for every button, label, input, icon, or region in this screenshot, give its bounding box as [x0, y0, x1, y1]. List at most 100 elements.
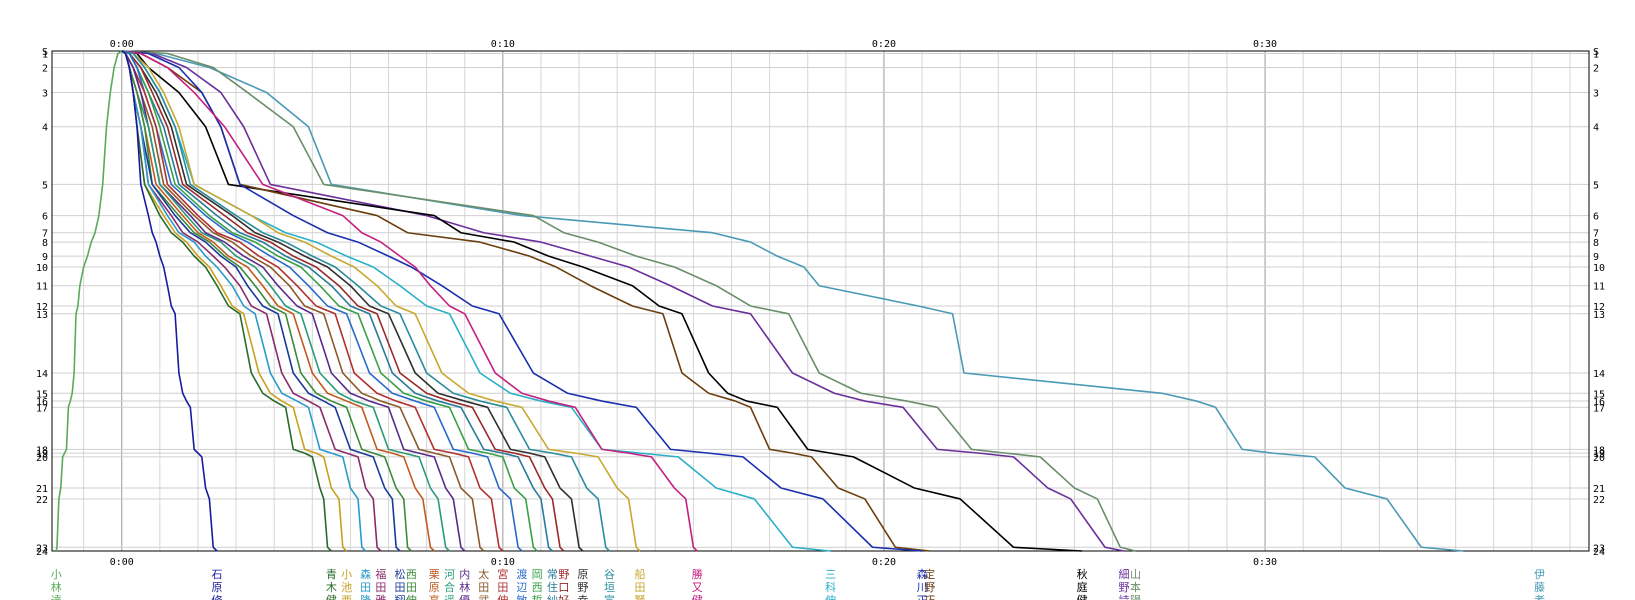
runner-label: 隆	[360, 593, 371, 600]
runner-label: 健	[692, 594, 703, 600]
plot-frame	[51, 50, 1590, 552]
series-line	[121, 50, 584, 552]
runner-label: 口	[558, 581, 569, 594]
runner-label: 優	[459, 594, 470, 600]
x-tick-label-top: 0:10	[491, 39, 515, 50]
runner-label: 木	[326, 581, 337, 594]
series-line	[121, 50, 523, 552]
x-tick-label-bottom: 0:20	[872, 557, 896, 568]
series-line	[121, 50, 538, 552]
runner-label: 松	[394, 567, 405, 581]
checkpoint-label-right: 4	[1593, 123, 1599, 134]
checkpoint-label-right: 24	[1593, 547, 1605, 558]
runner-label: 合	[444, 580, 455, 594]
checkpoint-label-right: 19	[1593, 449, 1605, 460]
runner-label: 野	[577, 581, 588, 594]
runner-label: 青	[326, 568, 337, 581]
runner-label: 紗	[547, 594, 558, 600]
checkpoint-label-right: 11	[1593, 282, 1605, 293]
runner-label: 小	[341, 568, 352, 581]
runner-label: 田	[375, 581, 386, 594]
checkpoint-label-left: 24	[36, 547, 48, 558]
runner-label: 住	[547, 580, 558, 594]
runner-label: 武	[478, 594, 489, 600]
checkpoint-label-left: S	[42, 47, 48, 58]
series-line	[121, 50, 435, 552]
x-tick-label-top: 0:00	[110, 39, 134, 50]
runner-label: 伸	[406, 594, 417, 600]
checkpoint-label-right: S	[1593, 47, 1599, 58]
runner-label: 賢	[635, 594, 646, 600]
runner-label: 細	[1119, 568, 1130, 581]
checkpoint-label-right: 9	[1593, 252, 1599, 263]
checkpoint-label-left: 5	[42, 180, 48, 191]
checkpoint-label-left: 6	[42, 212, 48, 223]
series-line	[121, 50, 1083, 552]
series-line	[121, 50, 218, 552]
runner-label: 伸	[825, 594, 836, 600]
checkpoint-label-left: 17	[36, 403, 48, 414]
x-tick-label-bottom: 0:10	[491, 557, 515, 568]
checkpoint-label-left: 12	[36, 302, 48, 313]
runner-label: 岡	[532, 568, 543, 581]
checkpoint-label-left: 23	[36, 543, 48, 554]
series-line	[121, 50, 504, 552]
checkpoint-label-right: 21	[1593, 484, 1605, 495]
series-line	[121, 50, 382, 552]
runner-label: 原	[429, 581, 440, 594]
runner-label: 太	[478, 568, 489, 581]
x-tick-label-bottom: 0:30	[1253, 557, 1277, 568]
runner-label: 科	[825, 580, 836, 594]
runner-label: 健	[1077, 594, 1088, 600]
runner-label: 野	[1119, 581, 1130, 594]
runner-label: 小	[51, 568, 62, 581]
runner-label: 陽	[1130, 594, 1141, 600]
runner-label: 川	[917, 581, 928, 594]
series-line	[121, 50, 923, 552]
runner-label: 辺	[516, 581, 527, 594]
series-line	[55, 50, 123, 552]
runner-label: 栗	[429, 568, 440, 581]
runner-labels: 伊藤孝細野詩山本陽秋庭健定野巧森川正三科伸勝又健船田賢谷垣宣原野幸野口好常住紗岡…	[51, 567, 1545, 600]
checkpoint-label-left: 21	[36, 484, 48, 495]
runner-label: 三	[825, 568, 836, 581]
runner-label: 敏	[516, 593, 527, 600]
series-line	[121, 50, 1464, 552]
runner-label: 福	[375, 567, 386, 581]
runner-label: 田	[497, 581, 508, 594]
checkpoint-label-left: 2	[42, 64, 48, 75]
runner-label: 伸	[497, 594, 508, 600]
checkpoint-label-left: 7	[42, 229, 48, 240]
checkpoint-label-right: 17	[1593, 403, 1605, 414]
runner-label: 渡	[516, 567, 527, 581]
runner-label: 詩	[1119, 594, 1130, 600]
checkpoint-label-left: 22	[36, 495, 48, 506]
runner-label: 修	[212, 593, 223, 600]
runner-label: 幸	[577, 594, 588, 600]
series-line	[121, 50, 332, 552]
runner-label: 勝	[692, 567, 703, 581]
checkpoint-label-left: 3	[42, 88, 48, 99]
checkpoint-label-left: 11	[36, 282, 48, 293]
checkpoint-label-right: 20	[1593, 453, 1605, 464]
checkpoint-label-right: 23	[1593, 543, 1605, 554]
runner-label: 孝	[1534, 594, 1545, 600]
checkpoint-label-right: 10	[1593, 263, 1605, 274]
checkpoint-label-right: 1	[1593, 49, 1599, 60]
checkpoint-label-left: 18	[36, 445, 48, 456]
runner-label: 藤	[1534, 581, 1545, 594]
runner-label: 田	[406, 581, 417, 594]
runner-label: 健	[326, 594, 337, 600]
checkpoint-label-right: 13	[1593, 310, 1605, 321]
runner-label: 内	[459, 567, 470, 581]
series-line	[121, 50, 641, 552]
series-line	[121, 50, 1136, 552]
runner-label: 森	[917, 567, 928, 581]
checkpoint-label-left: 16	[36, 397, 48, 408]
series-line	[121, 50, 698, 552]
series-line	[121, 50, 565, 552]
checkpoint-label-right: 7	[1593, 229, 1599, 240]
runner-label: 野	[924, 581, 935, 594]
runner-label: 田	[635, 581, 646, 594]
